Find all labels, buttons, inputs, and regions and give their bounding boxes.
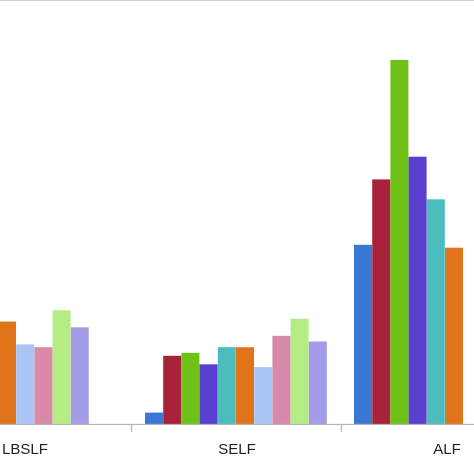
bar-self-series-8: [272, 335, 291, 424]
x-tick-label-alf: ALF: [433, 441, 461, 458]
bar-alf-series-1: [354, 244, 372, 424]
bar-self-series-4: [199, 364, 218, 424]
bar-self-series-5: [217, 347, 236, 424]
bar-self-series-1: [145, 412, 163, 424]
x-axis-ticks: [130, 424, 343, 432]
bar-alf-series-4: [408, 156, 427, 424]
bar-group: [0, 60, 463, 425]
bar-alf-series-3: [390, 60, 409, 424]
bar-alf-series-5: [426, 199, 445, 424]
bar-lbslf-series-10: [70, 327, 89, 424]
x-tick-label-self: SELF: [218, 441, 256, 458]
bar-self-series-9: [290, 318, 309, 424]
x-tick-label-lbslf: LBSLF: [2, 441, 48, 458]
bar-self-series-6: [236, 347, 254, 424]
bar-lbslf-series-7: [16, 344, 35, 424]
bar-lbslf-series-8: [34, 347, 53, 424]
bar-self-series-3: [181, 352, 200, 424]
bar-alf-series-6: [445, 247, 463, 424]
bar-lbslf-series-6: [0, 321, 16, 424]
bar-self-series-2: [163, 355, 182, 425]
bar-lbslf-series-9: [52, 310, 71, 425]
bar-alf-series-2: [372, 179, 391, 424]
bar-self-series-7: [254, 367, 273, 424]
bar-self-series-10: [308, 341, 327, 424]
